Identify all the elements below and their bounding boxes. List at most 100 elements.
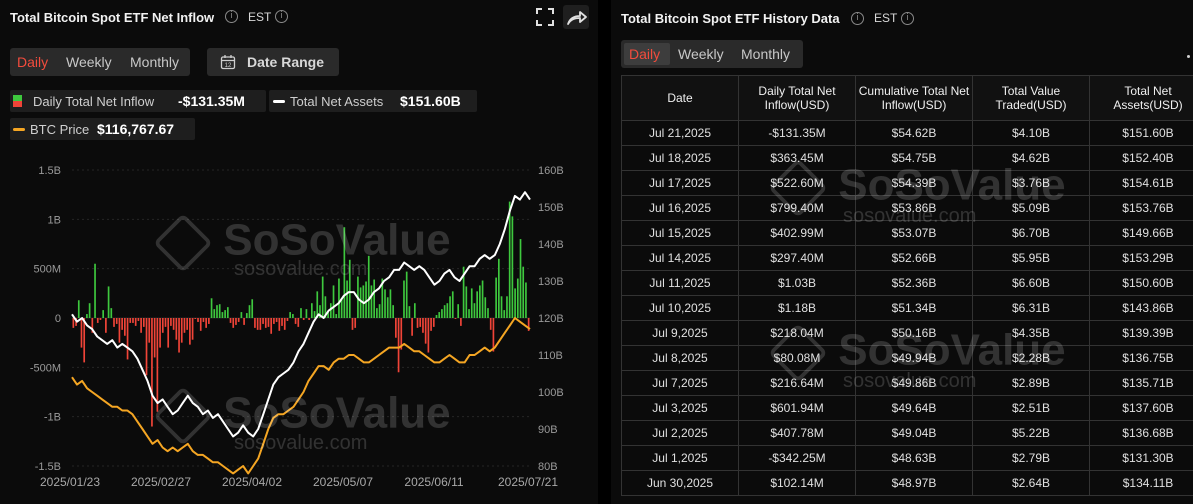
inflow-bar[interactable] — [256, 318, 259, 330]
table-row[interactable]: Jul 10,2025 $1.18B $51.34B $6.31B $143.86B — [621, 295, 1193, 321]
inflow-bar[interactable] — [137, 318, 140, 321]
inflow-bar[interactable] — [346, 280, 348, 318]
inflow-bar[interactable] — [286, 318, 289, 321]
inflow-bar[interactable] — [134, 318, 137, 326]
inflow-bar[interactable] — [422, 318, 424, 333]
inflow-bar[interactable] — [86, 314, 88, 318]
inflow-bar[interactable] — [140, 318, 142, 333]
inflow-bar[interactable] — [419, 318, 422, 327]
table-row[interactable]: Jul 11,2025 $1.03B $52.36B $6.60B $150.60B — [621, 270, 1193, 296]
inflow-bar[interactable] — [172, 318, 175, 330]
inflow-bar[interactable] — [479, 285, 481, 318]
inflow-bar[interactable] — [462, 266, 465, 318]
inflow-bar[interactable] — [457, 304, 460, 318]
inflow-bar[interactable] — [476, 291, 478, 318]
info-icon[interactable]: i — [275, 10, 288, 23]
inflow-bar[interactable] — [186, 318, 189, 330]
inflow-bar[interactable] — [403, 280, 405, 318]
table-row[interactable]: Jul 17,2025 $522.60M $54.39B $3.76B $154.61B — [621, 170, 1193, 196]
inflow-bar[interactable] — [435, 315, 438, 318]
inflow-bar[interactable] — [148, 318, 151, 343]
inflow-bar[interactable] — [343, 227, 346, 318]
inflow-bar[interactable] — [151, 318, 153, 427]
inflow-bar[interactable] — [94, 263, 96, 318]
inflow-bar[interactable] — [449, 296, 451, 318]
inflow-bar[interactable] — [145, 318, 148, 376]
inflow-bar[interactable] — [511, 216, 514, 318]
inflow-bar[interactable] — [80, 318, 83, 348]
inflow-bar[interactable] — [389, 289, 392, 318]
inflow-bar[interactable] — [289, 312, 291, 318]
inflow-bar[interactable] — [359, 287, 362, 318]
table-row[interactable]: Jul 14,2025 $297.40M $52.66B $5.95B $153.29B — [621, 245, 1193, 271]
tab-daily[interactable]: Daily — [629, 46, 661, 62]
inflow-bar[interactable] — [245, 313, 248, 318]
share-icon[interactable] — [563, 5, 589, 29]
inflow-bar[interactable] — [465, 286, 468, 318]
inflow-bar[interactable] — [205, 318, 207, 328]
inflow-bar[interactable] — [202, 318, 205, 322]
inflow-bar[interactable] — [259, 318, 262, 330]
inflow-bar[interactable] — [91, 318, 94, 333]
inflow-bar[interactable] — [522, 266, 525, 318]
inflow-bar[interactable] — [237, 318, 240, 322]
inflow-bar[interactable] — [327, 311, 329, 318]
inflow-bar[interactable] — [297, 318, 300, 327]
inflow-bar[interactable] — [489, 318, 492, 330]
inflow-bar[interactable] — [484, 297, 487, 318]
inflow-bar[interactable] — [430, 318, 432, 331]
inflow-bar[interactable] — [384, 289, 386, 318]
info-icon[interactable]: i — [225, 10, 238, 23]
inflow-bar[interactable] — [281, 318, 283, 326]
inflow-bar[interactable] — [275, 318, 278, 322]
inflow-bar[interactable] — [376, 308, 378, 318]
inflow-bar[interactable] — [124, 318, 126, 336]
inflow-bar[interactable] — [308, 318, 310, 320]
table-row[interactable]: Jul 15,2025 $402.99M $53.07B $6.70B $149.66B — [621, 220, 1193, 246]
more-dot-icon[interactable] — [1187, 55, 1190, 58]
table-row[interactable]: Jun 30,2025 $102.14M $48.97B $2.64B $134.11B — [621, 470, 1193, 496]
info-icon[interactable]: i — [851, 12, 864, 25]
inflow-bar[interactable] — [316, 291, 319, 318]
inflow-bar[interactable] — [267, 318, 270, 327]
inflow-bar[interactable] — [373, 279, 376, 318]
inflow-bar[interactable] — [229, 318, 232, 323]
inflow-bar[interactable] — [83, 318, 86, 363]
fullscreen-icon[interactable] — [533, 5, 557, 29]
inflow-bar[interactable] — [283, 318, 286, 330]
table-row[interactable]: Jul 21,2025 -$131.35M $54.62B $4.10B $151.60… — [621, 120, 1193, 146]
inflow-bar[interactable] — [191, 318, 194, 340]
btc-price-line[interactable] — [71, 317, 531, 475]
inflow-bar[interactable] — [159, 318, 161, 348]
tab-weekly[interactable]: Weekly — [678, 46, 724, 62]
inflow-bar[interactable] — [408, 306, 411, 318]
table-row[interactable]: Jul 3,2025 $601.94M $49.64B $2.51B $137.60B — [621, 395, 1193, 421]
inflow-bar[interactable] — [473, 303, 476, 318]
table-row[interactable]: Jul 7,2025 $216.64M $49.86B $2.89B $135.71B — [621, 370, 1193, 396]
inflow-bar[interactable] — [354, 318, 357, 328]
inflow-bar[interactable] — [218, 304, 221, 318]
inflow-bar[interactable] — [178, 318, 180, 353]
inflow-bar[interactable] — [416, 318, 419, 328]
inflow-bar[interactable] — [413, 303, 416, 318]
inflow-bar[interactable] — [321, 276, 324, 318]
inflow-bar[interactable] — [411, 318, 413, 336]
inflow-bar[interactable] — [210, 298, 213, 318]
inflow-bar[interactable] — [365, 281, 367, 318]
inflow-bar[interactable] — [424, 318, 427, 344]
inflow-bar[interactable] — [319, 305, 321, 318]
inflow-bar[interactable] — [443, 305, 446, 318]
inflow-bar[interactable] — [118, 318, 121, 343]
table-row[interactable]: Jul 9,2025 $218.04M $50.16B $4.35B $139.39B — [621, 320, 1193, 346]
legend-assets[interactable]: Total Net Assets $151.60B — [269, 90, 477, 112]
inflow-bar[interactable] — [454, 318, 457, 319]
inflow-bar[interactable] — [500, 296, 503, 318]
inflow-bar[interactable] — [221, 312, 224, 318]
inflow-bar[interactable] — [427, 318, 430, 353]
inflow-bar[interactable] — [180, 318, 183, 343]
inflow-bar[interactable] — [514, 288, 516, 318]
inflow-bar[interactable] — [226, 307, 229, 318]
table-row[interactable]: Jul 1,2025 -$342.25M $48.63B $2.79B $131.30B — [621, 445, 1193, 471]
table-row[interactable]: Jul 16,2025 $799.40M $53.86B $5.09B $153.76B — [621, 195, 1193, 221]
inflow-bar[interactable] — [189, 318, 191, 345]
